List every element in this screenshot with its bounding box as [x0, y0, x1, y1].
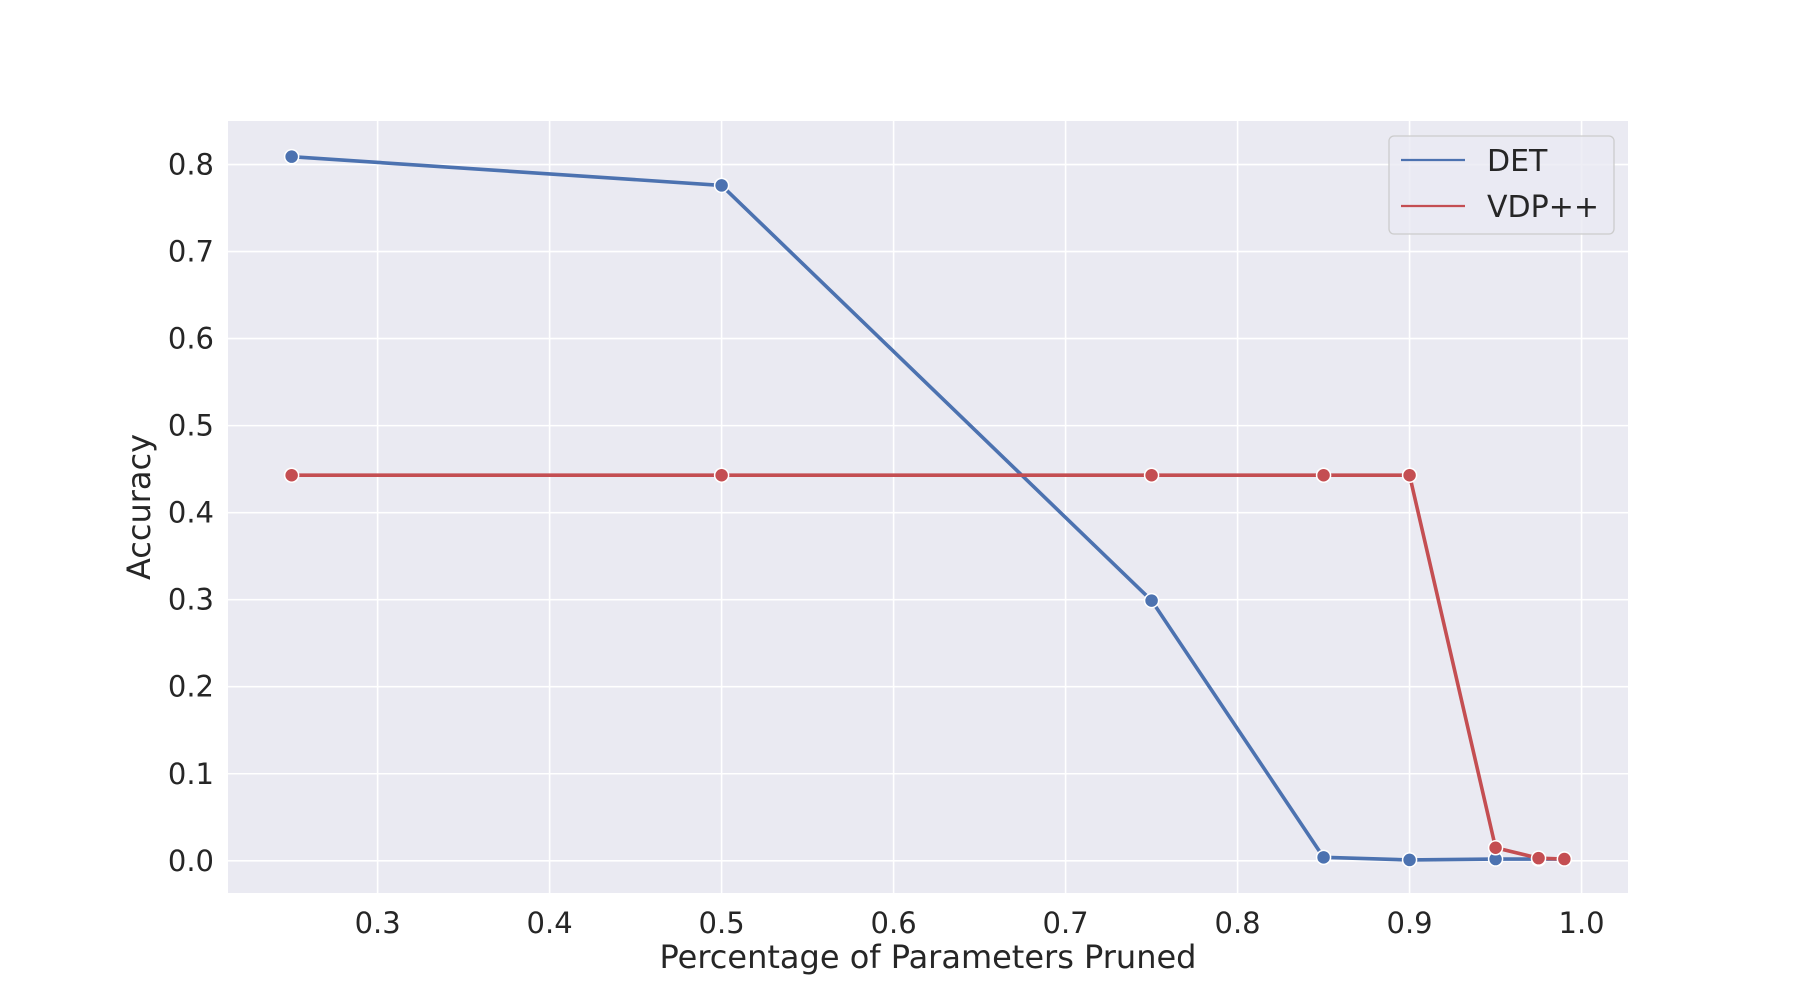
legend-items: DET VDP++: [1401, 144, 1599, 225]
data-point-vdp: [283, 467, 300, 483]
x-tick-label: 1.0: [1559, 906, 1605, 940]
x-tick-label: 0.5: [699, 906, 745, 940]
y-tick-label: 0.5: [168, 409, 214, 443]
data-point-vdp: [713, 467, 730, 483]
data-point-det: [283, 148, 300, 165]
plot-background: [228, 121, 1628, 893]
data-point-vdp: [1401, 467, 1418, 483]
data-point-det: [713, 177, 730, 194]
data-point-det: [1315, 849, 1332, 866]
x-tick-label: 0.8: [1215, 906, 1261, 940]
data-point-vdp: [1487, 839, 1504, 856]
x-tick-label: 0.7: [1043, 906, 1089, 940]
data-point-vdp: [1315, 467, 1332, 483]
series-layer: [283, 148, 1573, 868]
x-tick-label: 0.6: [871, 906, 917, 940]
y-tick-label: 0.1: [168, 757, 214, 791]
x-tick-label: 0.9: [1387, 906, 1433, 940]
x-tick-label: 0.3: [355, 906, 401, 940]
y-tick-label: 0.4: [168, 496, 214, 530]
legend-label-det: DET: [1487, 144, 1548, 179]
data-point-vdp: [1143, 467, 1160, 483]
data-point-vdp: [1556, 851, 1573, 867]
y-tick-label: 0.2: [168, 670, 214, 704]
grid: [228, 121, 1628, 893]
x-tick-label: 0.4: [527, 906, 573, 940]
y-tick-label: 0.0: [168, 844, 214, 878]
legend: DET VDP++: [1388, 135, 1615, 235]
y-tick-label: 0.6: [168, 322, 214, 356]
y-axis-title: Accuracy: [120, 434, 158, 580]
data-point-vdp: [1530, 850, 1547, 866]
tick-labels: 0.3 0.4 0.5 0.6 0.7 0.8 0.9 1.0 0.0 0.1 0.2 0.3 0.4 0…: [168, 148, 1605, 940]
legend-label-vdp: VDP++: [1487, 190, 1599, 225]
x-axis-title: Percentage of Parameters Pruned: [660, 938, 1197, 976]
series-vdp: [283, 467, 1573, 867]
y-tick-label: 0.3: [168, 583, 214, 617]
y-tick-label: 0.8: [168, 148, 214, 182]
data-point-det: [1143, 592, 1160, 609]
y-tick-label: 0.7: [168, 235, 214, 269]
data-point-det: [1401, 852, 1418, 868]
